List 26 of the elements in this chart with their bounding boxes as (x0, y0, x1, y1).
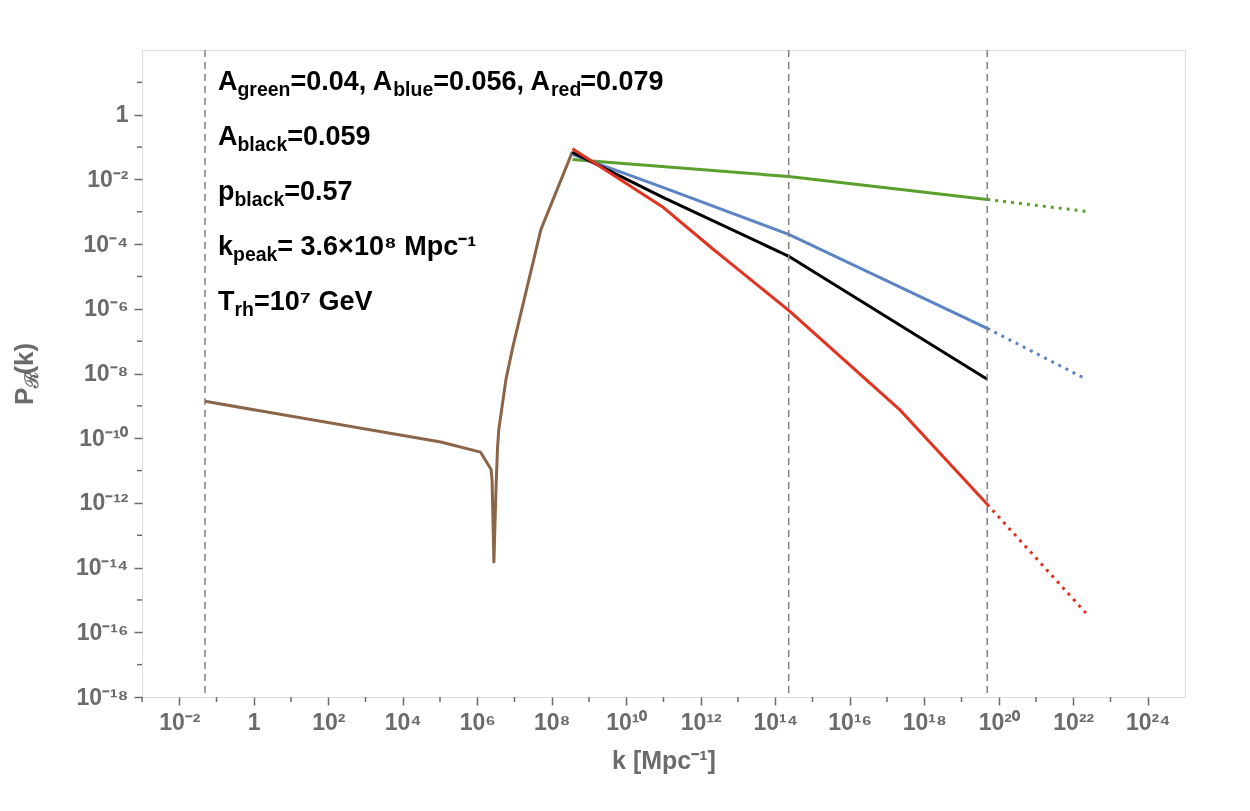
y-tick-label: 10⁻⁴ (83, 230, 129, 257)
x-tick-label: 10² (312, 708, 346, 735)
x-tick-label: 10²⁴ (1125, 708, 1171, 735)
y-tick-label: 10⁻¹⁶ (76, 618, 129, 645)
y-tick-label: 10⁻² (87, 165, 129, 192)
y-tick-label: 10⁻⁸ (84, 360, 129, 386)
y-tick-label: 10⁻¹⁰ (79, 424, 130, 451)
x-tick-label: 10⁴ (384, 708, 422, 735)
y-tick-label: 10⁻¹⁸ (76, 683, 129, 710)
y-tick-label: 1 (115, 101, 129, 128)
y-tick-label: 10⁻¹² (79, 489, 129, 516)
x-tick-label: 10⁸ (534, 708, 571, 735)
x-tick-label: 10¹² (680, 708, 723, 735)
x-tick-label: 10¹⁴ (753, 708, 799, 735)
x-tick-label: 10²² (1053, 708, 1095, 735)
x-tick-label: 1 (247, 708, 261, 735)
y-tick-label: 10⁻¹⁴ (75, 554, 129, 581)
x-tick-label: 10⁻² (159, 708, 201, 735)
x-tick-label: 10⁶ (459, 708, 496, 735)
x-axis-title: k [Mpc⁻¹] (612, 745, 716, 774)
x-tick-label: 10¹⁰ (606, 708, 649, 735)
y-axis-title: Pℛ(k) (9, 342, 43, 405)
y-tick-label: 10⁻⁶ (84, 295, 129, 322)
x-tick-label: 10¹⁸ (902, 708, 947, 735)
x-tick-label: 10²⁰ (978, 708, 1021, 735)
x-tick-label: 10¹⁶ (828, 708, 873, 735)
